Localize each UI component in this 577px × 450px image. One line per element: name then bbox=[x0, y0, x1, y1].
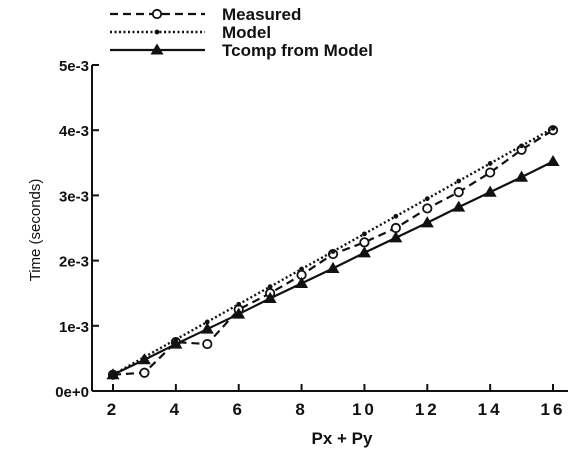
series-model bbox=[110, 125, 556, 378]
y-tick-label: 0e+0 bbox=[55, 384, 89, 401]
data-point bbox=[452, 200, 466, 212]
data-point bbox=[422, 203, 433, 214]
data-point bbox=[485, 167, 496, 178]
data-point bbox=[200, 322, 214, 334]
data-point bbox=[169, 337, 183, 349]
data-point bbox=[232, 307, 246, 319]
data-point bbox=[424, 196, 430, 202]
data-point bbox=[299, 266, 304, 272]
y-tick-label: 3e-3 bbox=[59, 188, 89, 205]
data-point bbox=[389, 231, 403, 243]
data-point bbox=[456, 178, 462, 184]
data-point bbox=[295, 276, 309, 288]
data-point bbox=[453, 187, 464, 198]
series-tcomp-from-model bbox=[106, 154, 560, 380]
data-point bbox=[151, 8, 163, 20]
y-tick-label: 4e-3 bbox=[59, 123, 89, 140]
legend-entry: Tcomp from Model bbox=[222, 41, 373, 60]
data-point bbox=[390, 222, 401, 234]
data-point bbox=[150, 43, 164, 55]
y-tick-label: 2e-3 bbox=[59, 254, 89, 271]
y-axis-label: Time (seconds) bbox=[27, 179, 44, 282]
data-point bbox=[393, 213, 399, 219]
x-tick-label: 6 bbox=[232, 400, 244, 419]
data-point bbox=[546, 154, 560, 167]
x-tick-label: 4 bbox=[170, 400, 182, 419]
data-point bbox=[326, 261, 340, 273]
data-point bbox=[420, 216, 434, 228]
x-tick-label: 8 bbox=[295, 400, 307, 419]
data-point bbox=[357, 246, 371, 258]
x-tick-label: 10 bbox=[352, 400, 377, 419]
x-tick-label: 12 bbox=[415, 400, 440, 419]
data-point bbox=[483, 185, 497, 197]
series-layer bbox=[106, 125, 560, 380]
legend-entry: Measured bbox=[222, 5, 301, 24]
data-point bbox=[204, 319, 210, 325]
data-point bbox=[515, 170, 529, 182]
data-point bbox=[267, 284, 273, 290]
data-point bbox=[487, 161, 493, 166]
x-tick-label: 14 bbox=[478, 400, 503, 419]
data-point bbox=[359, 237, 370, 248]
axes: 0e+0 1e-3 2e-3 3e-3 4e-3 5e-3 2 4 6 8 10 12 14 16 bbox=[55, 58, 568, 419]
data-point bbox=[154, 29, 160, 35]
x-tick-label: 2 bbox=[107, 400, 119, 419]
data-point bbox=[139, 367, 150, 378]
data-point bbox=[137, 353, 151, 365]
data-point bbox=[550, 125, 556, 131]
x-tick-label: 16 bbox=[541, 400, 566, 419]
legend-entry: Model bbox=[222, 23, 271, 42]
data-point bbox=[263, 291, 277, 303]
data-point bbox=[236, 301, 242, 307]
x-axis-label: Px + Py bbox=[312, 429, 374, 448]
data-point bbox=[330, 249, 336, 254]
y-tick-label: 5e-3 bbox=[59, 58, 89, 75]
data-point bbox=[202, 338, 213, 350]
data-point bbox=[106, 368, 120, 380]
data-point bbox=[519, 143, 524, 149]
data-point bbox=[362, 231, 367, 237]
y-tick-label: 1e-3 bbox=[59, 319, 89, 336]
